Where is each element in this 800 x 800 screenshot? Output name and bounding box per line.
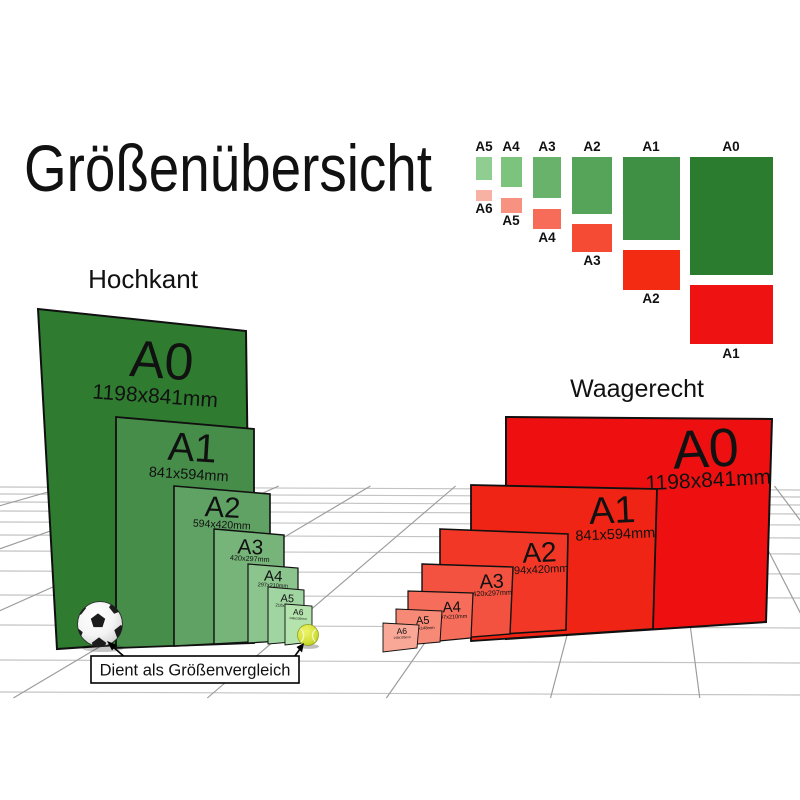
legend-green-swatch-a4 [501, 157, 522, 187]
portrait-sheet-a6-dimensions: 148x105mm [289, 616, 307, 621]
soccer-ball-patch [114, 625, 123, 638]
legend-red-swatch-a4 [533, 209, 561, 229]
legend-green-label-a3: A3 [538, 139, 556, 154]
soccer-ball-patch [90, 613, 106, 628]
landscape-sheet-a2-dimensions: 594x420mm [508, 563, 569, 578]
caption: Dient als Größenvergleich [90, 641, 304, 684]
landscape-sheet-a2-text: A2 594x420mm [508, 536, 569, 578]
legend: A5 A6 A4 A5 A3 A4 A2 A3 A1 A2 A0 A1 [475, 139, 773, 361]
legend-red-swatch-a6 [476, 190, 492, 201]
portrait-sheet-a1-label: A1 [167, 425, 219, 472]
legend-green-swatch-a5 [476, 157, 492, 180]
portrait-sheet-a1-text: A1 841x594mm [148, 425, 229, 486]
tennis-ball-seam [300, 628, 305, 643]
legend-green-swatch-a1 [623, 157, 680, 240]
portrait-sheet-a4-dimensions: 297x210mm [258, 582, 289, 590]
portrait-group: Hochkant A0 1198x841mm A1 841x594mm A2 5… [36, 264, 313, 651]
legend-green-label-a0: A0 [722, 139, 739, 154]
legend-red-swatch-a2 [623, 250, 680, 290]
landscape-sheet-a1-dimensions: 841x594mm [575, 525, 655, 544]
tennis-ball [297, 624, 319, 646]
landscape-sheet-a5-dimensions: 210x148mm [411, 625, 435, 631]
landscape-sheet-a5-text: A5 210x148mm [411, 615, 435, 631]
legend-green-swatch-a2 [572, 157, 612, 214]
landscape-sheet-a6-text: A6 148x105mm [393, 626, 411, 640]
legend-red-label-a5: A5 [502, 213, 520, 228]
portrait-sheet-a4-label: A4 [264, 568, 283, 586]
portrait-group-label: Hochkant [88, 264, 199, 294]
portrait-sheet-a2-label: A2 [204, 491, 241, 525]
landscape-sheet-a1-label: A1 [588, 489, 636, 533]
legend-red-swatch-a1 [690, 285, 773, 344]
legend-green-label-a5: A5 [475, 139, 493, 154]
legend-green-swatch-a3 [533, 157, 561, 198]
portrait-sheet-a0-label: A0 [128, 330, 196, 392]
landscape-sheet-a5-label: A5 [416, 615, 430, 628]
soccer-ball-patch [91, 637, 107, 647]
portrait-sheet-a3-label: A3 [237, 535, 264, 559]
caption-arrow-right-head [296, 643, 304, 653]
legend-green-label-a1: A1 [642, 139, 660, 154]
landscape-sheet-a4-dimensions: 297x210mm [437, 614, 468, 621]
legend-green-label-a4: A4 [502, 139, 520, 154]
portrait-sheet-a1-dimensions: 841x594mm [148, 465, 229, 486]
landscape-sheet-a0-label: A0 [671, 417, 740, 480]
portrait-sheet-a2-dimensions: 594x420mm [193, 517, 252, 532]
portrait-sheet-a3-text: A3 420x297mm [230, 535, 270, 564]
portrait-sheet-a6-text: A6 148x105mm [289, 607, 307, 621]
landscape-group-label: Waagerecht [570, 375, 704, 403]
caption-text: Dient als Größenvergleich [100, 662, 291, 680]
portrait-sheet-a5-label: A5 [280, 593, 294, 606]
legend-red-label-a4: A4 [538, 230, 556, 245]
portrait-sheet-a4-text: A4 297x210mm [258, 568, 289, 590]
legend-red-label-a6: A6 [475, 201, 493, 216]
tennis-ball-shadow [299, 644, 319, 649]
landscape-sheet-a3-text: A3 420x297mm [472, 570, 512, 599]
landscape-sheet-a3-label: A3 [479, 570, 504, 593]
landscape-sheet-a6-label: A6 [396, 626, 407, 636]
legend-red-label-a3: A3 [583, 253, 601, 268]
legend-green-swatch-a0 [690, 157, 773, 275]
caption-box [90, 655, 300, 684]
landscape-sheet-a3-dimensions: 420x297mm [472, 588, 512, 599]
legend-green-label-a2: A2 [583, 139, 600, 154]
legend-red-swatch-a3 [572, 224, 612, 252]
tennis-ball-seam-2 [311, 629, 316, 642]
portrait-sheet-a2-text: A2 594x420mm [193, 491, 252, 532]
landscape-sheet-a4-text: A4 297x210mm [437, 599, 468, 622]
caption-arrow-left-head [107, 641, 117, 651]
grid-line [0, 691, 800, 696]
landscape-sheet-a6 [382, 622, 420, 653]
landscape-sheet-a4-label: A4 [442, 599, 461, 617]
landscape-sheet-a6-dimensions: 148x105mm [393, 635, 411, 640]
portrait-sheet-a3-dimensions: 420x297mm [230, 553, 270, 564]
landscape-sheet-a2-label: A2 [522, 536, 558, 568]
landscape-sheet-a1-text: A1 841x594mm [575, 489, 655, 545]
legend-red-label-a1: A1 [722, 346, 740, 361]
portrait-sheet-a6-label: A6 [293, 607, 304, 618]
legend-red-label-a2: A2 [642, 291, 659, 306]
page-title: Größenübersicht [24, 131, 432, 205]
legend-red-swatch-a5 [501, 198, 522, 213]
landscape-group: Waagerecht A0 1198x841mm A1 841x594mm A2… [382, 375, 774, 653]
landscape-sheet-a0-text: A0 1198x841mm [645, 417, 772, 495]
